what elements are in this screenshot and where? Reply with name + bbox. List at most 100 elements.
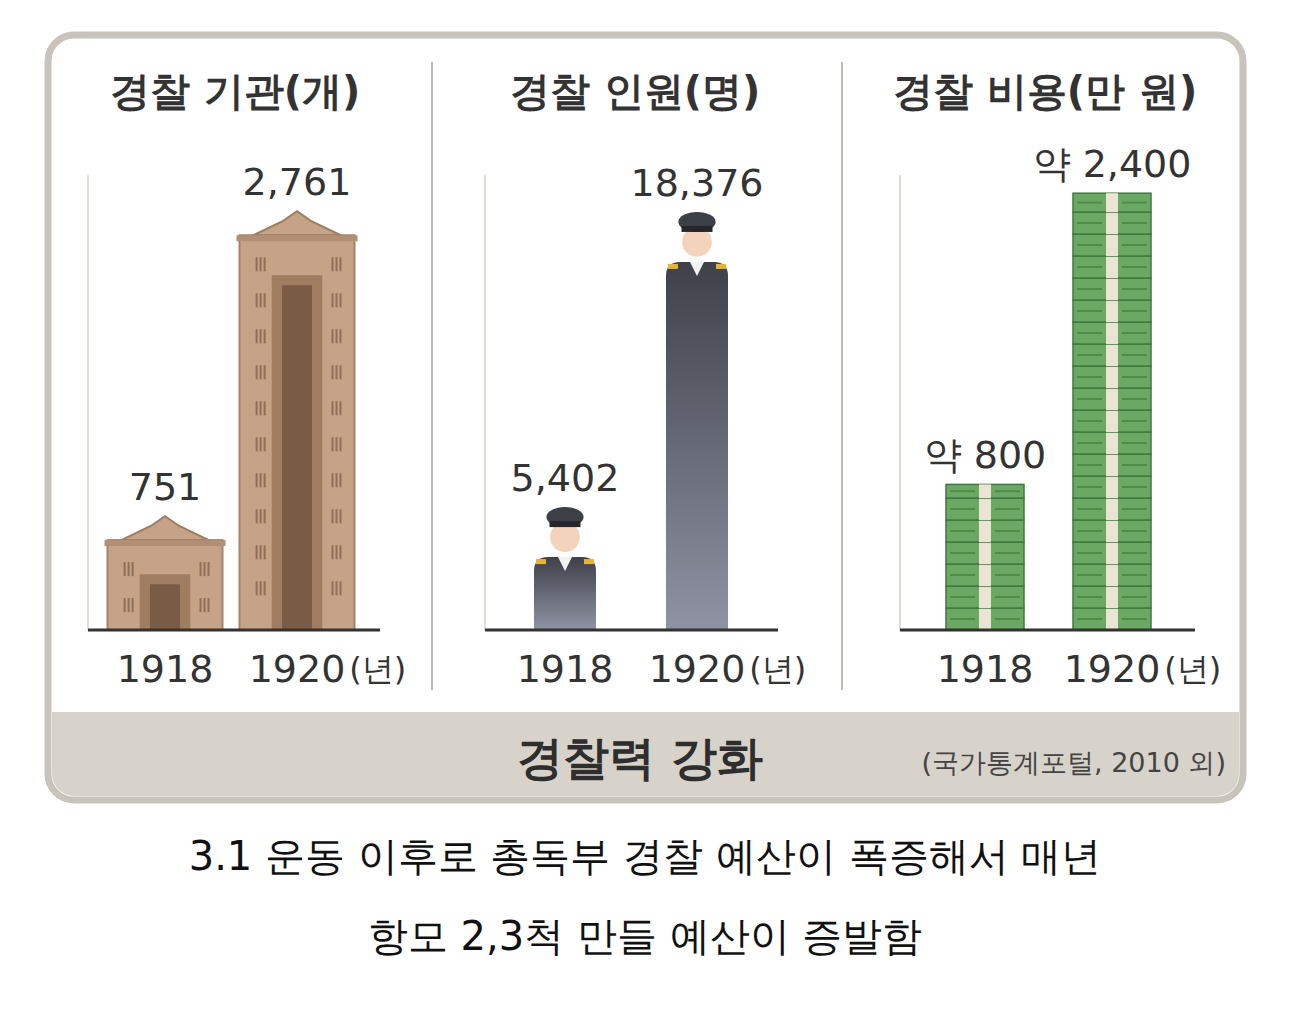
building-window — [336, 581, 338, 595]
money-line — [995, 508, 1020, 510]
money-line — [995, 574, 1020, 576]
money-line — [1122, 310, 1147, 312]
person-epaulette — [668, 264, 678, 269]
money-line — [1122, 574, 1147, 576]
money-strap — [1106, 498, 1118, 520]
money-bundle — [1073, 586, 1151, 608]
person-body — [666, 262, 728, 630]
building-window — [204, 598, 206, 612]
money-bundle — [1073, 300, 1151, 322]
money-bundle — [1073, 366, 1151, 388]
building-window — [256, 581, 258, 595]
divider — [431, 62, 433, 690]
building-window — [332, 509, 334, 523]
building-window — [336, 365, 338, 379]
money-bundle — [1073, 454, 1151, 476]
caption: 항모 2,3척 만들 예산이 증발함 — [368, 913, 922, 959]
building-window — [260, 545, 262, 559]
canvas: 경찰 기관(개)7512,76119181920(년)경찰 인원(명)5,402… — [0, 0, 1290, 1022]
building-body — [108, 540, 223, 630]
money-strap — [1106, 542, 1118, 564]
money-bundle — [1073, 278, 1151, 300]
money-line — [1077, 398, 1102, 400]
building-window — [256, 437, 258, 451]
money-line — [1122, 420, 1147, 422]
building-window — [340, 473, 342, 487]
money-line — [950, 618, 975, 620]
building-window — [260, 293, 262, 307]
money-line — [1077, 530, 1102, 532]
money-line — [1122, 618, 1147, 620]
money-strap — [1106, 476, 1118, 498]
building-window — [340, 329, 342, 343]
panel-title: 경찰 기관(개) — [110, 68, 361, 114]
x-axis-label: (년) — [749, 650, 806, 688]
banner-title: 경찰력 강화 — [517, 731, 763, 785]
person-collar — [690, 262, 704, 276]
building-window — [336, 437, 338, 451]
building-window — [332, 473, 334, 487]
building-window — [128, 562, 130, 576]
money-strap — [1106, 278, 1118, 300]
money-line — [1077, 332, 1102, 334]
money-line — [1077, 310, 1102, 312]
building-window — [264, 257, 266, 271]
data-label: 5,402 — [511, 456, 620, 500]
money-line — [1077, 266, 1102, 268]
bar-person — [666, 212, 728, 630]
money-line — [995, 596, 1020, 598]
building-window — [336, 257, 338, 271]
money-strap — [1106, 322, 1118, 344]
money-line — [950, 552, 975, 554]
money-line — [1122, 596, 1147, 598]
building-window — [264, 509, 266, 523]
money-line — [1077, 354, 1102, 356]
money-line — [950, 530, 975, 532]
building-window — [336, 401, 338, 415]
money-line — [1122, 332, 1147, 334]
money-line — [995, 552, 1020, 554]
building-window — [340, 437, 342, 451]
money-line — [1122, 486, 1147, 488]
money-bundle — [1073, 432, 1151, 454]
money-line — [1122, 464, 1147, 466]
money-line — [1077, 288, 1102, 290]
money-line — [950, 596, 975, 598]
x-tick-label: 1920 — [649, 647, 746, 691]
money-strap — [979, 520, 991, 542]
money-bundle — [1073, 476, 1151, 498]
money-line — [995, 618, 1020, 620]
building-core — [140, 574, 191, 630]
money-strap — [979, 564, 991, 586]
building-window — [256, 401, 258, 415]
building-cornice — [105, 540, 226, 546]
building-window — [332, 545, 334, 559]
building-window — [128, 598, 130, 612]
money-line — [1122, 354, 1147, 356]
money-strap — [979, 484, 991, 498]
building-window — [204, 562, 206, 576]
money-line — [1122, 442, 1147, 444]
building-core-inner — [282, 285, 312, 630]
building-window — [264, 545, 266, 559]
money-line — [1077, 244, 1102, 246]
data-label: 18,376 — [631, 161, 764, 205]
plot-area — [534, 212, 728, 630]
building-window — [332, 329, 334, 343]
money-strap — [1106, 564, 1118, 586]
banner — [52, 712, 1239, 796]
panel-title: 경찰 인원(명) — [510, 68, 761, 114]
building-window — [264, 473, 266, 487]
building-window — [264, 401, 266, 415]
person-collar — [558, 557, 572, 571]
x-tick-label: 1918 — [517, 647, 614, 691]
bar-building — [105, 516, 226, 630]
building-window — [256, 545, 258, 559]
building-window — [264, 581, 266, 595]
money-line — [1122, 552, 1147, 554]
x-tick-label: 1918 — [937, 647, 1034, 691]
building-window — [340, 509, 342, 523]
money-line — [995, 530, 1020, 532]
data-label: 751 — [129, 465, 202, 509]
building-window — [256, 257, 258, 271]
